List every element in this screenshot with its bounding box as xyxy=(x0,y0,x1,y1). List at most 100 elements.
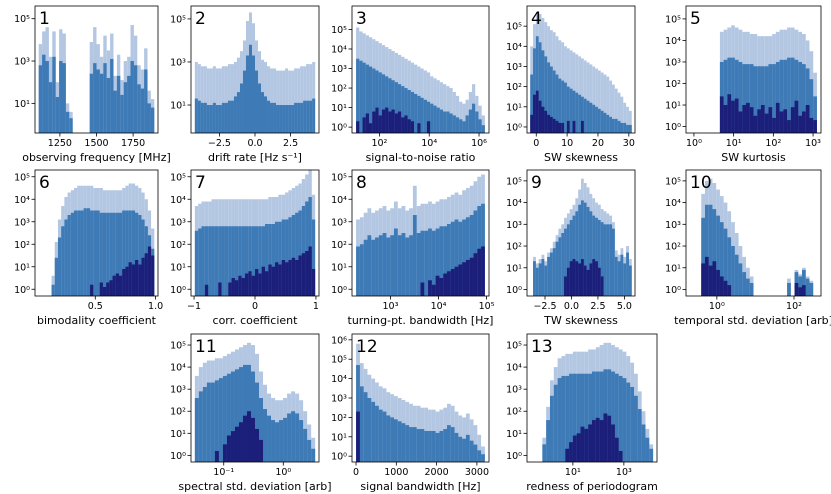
bar-subset xyxy=(465,434,470,462)
bar-subset xyxy=(478,119,482,133)
bar-subset xyxy=(473,444,478,462)
bar-subset xyxy=(623,122,627,133)
x-tick-label: 2.5 xyxy=(283,138,298,149)
bar-selected xyxy=(228,282,232,296)
y-tick-label: 10³ xyxy=(331,394,347,405)
bar-selected xyxy=(288,260,292,296)
bar-subset xyxy=(89,73,94,133)
x-tick-label: 10⁵ xyxy=(479,301,495,312)
panel-number: 12 xyxy=(356,337,378,357)
bar-subset xyxy=(279,105,283,133)
bar-subset xyxy=(258,226,262,296)
y-tick-label: 10² xyxy=(665,242,681,253)
bar-subset xyxy=(775,61,780,133)
bar-subset xyxy=(365,64,369,133)
bar-selected xyxy=(244,273,249,296)
y-tick-label: 10³ xyxy=(14,217,30,228)
bar-subset xyxy=(617,261,621,296)
bar-selected xyxy=(144,253,148,296)
bar-subset xyxy=(236,92,240,133)
y-tick-label: 10¹ xyxy=(14,99,30,110)
bar-subset xyxy=(282,105,286,133)
bar-subset xyxy=(719,222,724,296)
bar-subset xyxy=(592,104,596,133)
bar-selected xyxy=(443,273,448,296)
bar-subset xyxy=(74,210,78,296)
bar-selected xyxy=(757,109,761,133)
bar-selected xyxy=(572,435,577,462)
bar-subset xyxy=(645,437,650,462)
bar-subset xyxy=(401,86,405,133)
bar-subset xyxy=(414,93,418,133)
histogram-panel-3: 10² 10⁴ 10⁶ 10⁰ 10¹ 10² 10³ 10⁴ 10⁵ 3 signal-to-no… xyxy=(331,5,490,164)
bar-subset xyxy=(569,219,573,296)
bar-subset xyxy=(62,63,66,133)
bar-subset xyxy=(544,265,548,296)
bar-subset xyxy=(57,237,62,296)
bar-selected xyxy=(586,269,590,296)
bar-selected xyxy=(576,433,581,462)
bar-all xyxy=(459,101,463,133)
bar-selected xyxy=(439,278,444,296)
axes-frame xyxy=(526,333,658,463)
bar-selected xyxy=(572,259,576,296)
bar-selected xyxy=(268,264,272,296)
bar-selected xyxy=(592,420,596,462)
panel-number: 11 xyxy=(195,337,217,357)
axes-frame xyxy=(685,169,822,297)
bar-subset xyxy=(294,102,298,133)
bar-subset xyxy=(723,59,728,134)
bar-subset xyxy=(144,69,148,133)
bar-subset xyxy=(309,100,313,133)
bar-subset xyxy=(583,202,587,296)
bar-selected xyxy=(764,113,769,133)
bar-subset xyxy=(417,95,421,133)
bar-subset xyxy=(612,118,615,133)
bar-selected xyxy=(147,246,152,296)
bar-all xyxy=(288,70,292,133)
bar-all xyxy=(443,84,447,133)
bar-subset xyxy=(600,222,604,296)
y-tick-label: 10² xyxy=(14,240,30,251)
y-tick-label: 10³ xyxy=(506,62,522,73)
bar-subset xyxy=(218,105,222,133)
bar-subset xyxy=(224,102,228,133)
x-tick-label: 0 xyxy=(252,301,258,312)
panel-number: 6 xyxy=(39,173,50,193)
bar-subset xyxy=(276,105,280,133)
bar-subset xyxy=(234,226,239,296)
bar-selected xyxy=(261,266,266,296)
bar-subset xyxy=(772,64,776,133)
bar-selected xyxy=(533,94,536,133)
bar-subset xyxy=(757,66,761,133)
bar-subset xyxy=(116,75,121,133)
bar-selected xyxy=(704,256,709,296)
y-tick-label: 10⁵ xyxy=(331,355,347,366)
x-tick-label: 10⁰ xyxy=(275,467,291,478)
bar-subset xyxy=(469,215,474,296)
bar-subset xyxy=(569,88,573,133)
bar-selected xyxy=(278,264,282,296)
bar-subset xyxy=(607,369,612,462)
bar-subset xyxy=(96,69,100,133)
bar-subset xyxy=(303,100,307,133)
x-axis-label: redness of periodogram xyxy=(526,480,658,493)
bar-all xyxy=(436,80,440,133)
bar-subset xyxy=(67,215,71,296)
bar-selected xyxy=(558,122,562,133)
bar-all xyxy=(603,74,607,133)
bar-subset xyxy=(595,217,598,296)
y-tick-label: 10⁰ xyxy=(665,285,681,296)
bar-subset xyxy=(371,239,376,296)
bar-subset xyxy=(48,82,53,133)
bar-selected xyxy=(549,116,553,133)
bar-selected xyxy=(385,107,389,133)
bar-selected xyxy=(772,117,776,133)
histogram-panel-7: −1 0 1 10⁰ 10¹ 10² 10³ 10⁴ 10⁵ 7 corr. coefficient xyxy=(170,169,320,327)
bar-selected xyxy=(555,120,559,133)
bar-subset xyxy=(375,405,379,462)
bar-selected xyxy=(226,435,231,462)
bar-subset xyxy=(712,209,717,296)
bar-selected xyxy=(118,275,123,296)
bar-subset xyxy=(557,378,562,462)
